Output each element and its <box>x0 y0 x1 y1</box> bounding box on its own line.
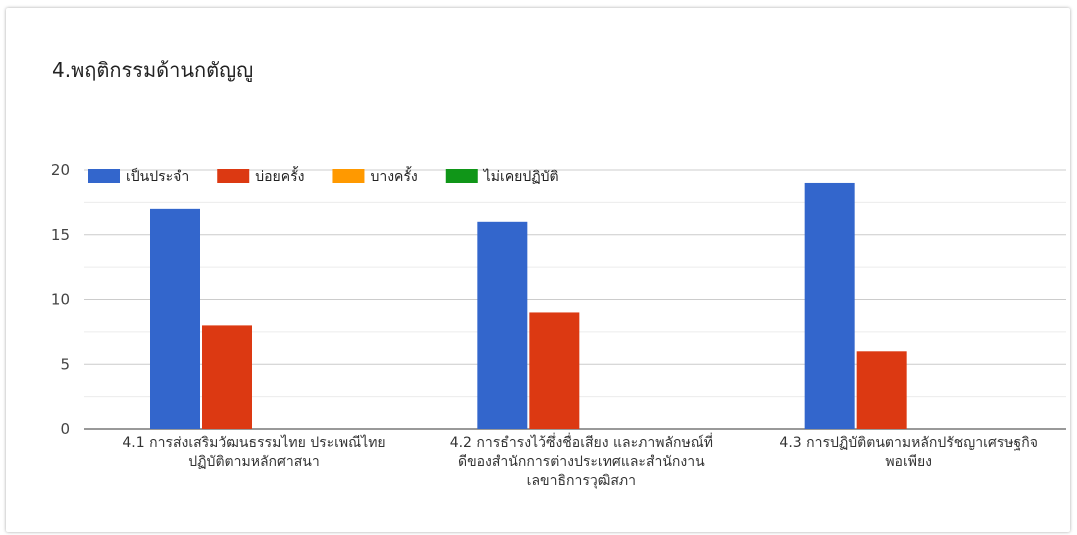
bar-2-3 <box>856 351 907 429</box>
category-label: พอเพียง <box>885 454 932 470</box>
y-tick-label: 5 <box>60 355 70 373</box>
category-label: ปฏิบัติตามหลักศาสนา <box>188 454 319 470</box>
bar-1-1 <box>150 208 200 429</box>
legend-label: บางครั้ง <box>370 166 417 185</box>
category-label: ดีของสำนักการต่างประเทศและสำนักงาน <box>458 454 705 470</box>
y-tick-label: 20 <box>51 161 70 179</box>
category-label: 4.3 การปฏิบัติตนตามหลักปรัชญาเศรษฐกิจ <box>779 435 1038 451</box>
legend-label: บ่อยครั้ง <box>255 166 304 185</box>
category-label: เลขาธิการวุฒิสภา <box>527 473 636 489</box>
legend-swatch <box>88 169 120 183</box>
category-label: 4.2 การธำรงไว้ซึ่งชื่อเสียง และภาพลักษณ์… <box>450 433 713 451</box>
y-tick-label: 0 <box>60 420 70 438</box>
legend-swatch <box>217 169 250 183</box>
legend-label: ไม่เคยปฏิบัติ <box>483 168 559 185</box>
bar-1-3 <box>804 182 855 429</box>
bar-2-2 <box>529 312 580 429</box>
legend-label: เป็นประจำ <box>126 167 189 185</box>
y-tick-label: 10 <box>51 291 70 309</box>
legend-swatch <box>445 169 478 183</box>
bar-2-1 <box>202 325 252 429</box>
category-label: 4.1 การส่งเสริมวัฒนธรรมไทย ประเพณีไทย <box>122 434 385 451</box>
y-tick-label: 15 <box>51 226 70 244</box>
chart-title: 4.พฤติกรรมด้านกตัญญู <box>52 58 254 82</box>
bar-1-2 <box>477 221 528 429</box>
legend-swatch <box>332 169 365 183</box>
